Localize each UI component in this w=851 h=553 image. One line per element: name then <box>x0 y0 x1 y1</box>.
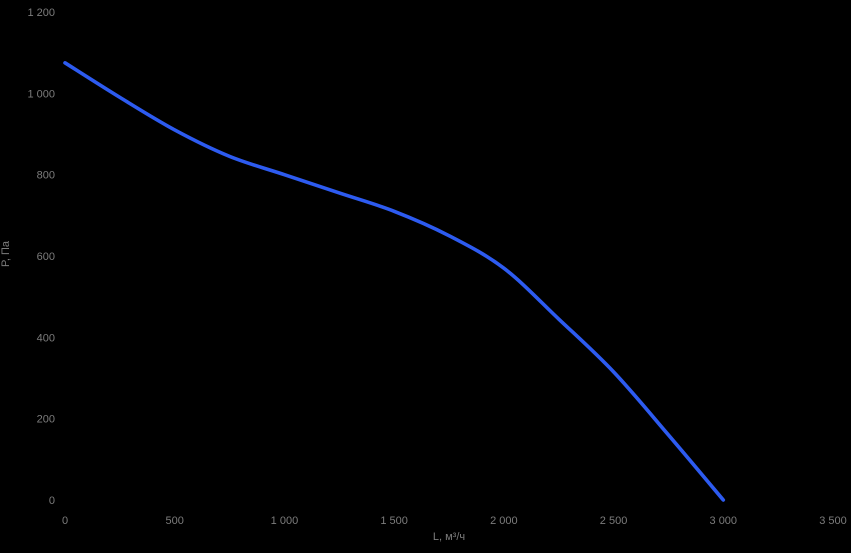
y-tick-label: 400 <box>37 332 55 344</box>
series-lines <box>63 61 726 502</box>
fan-pressure-curve <box>63 61 726 502</box>
x-axis-tick-labels: 0 500 1 000 1 500 2 000 2 500 3 000 3 500 <box>62 515 847 527</box>
y-axis-title: P, Па <box>0 240 12 267</box>
x-tick-label: 1 500 <box>380 515 408 527</box>
x-tick-label: 3 000 <box>710 515 738 527</box>
x-tick-label: 1 000 <box>271 515 299 527</box>
y-tick-label: 1 000 <box>27 88 55 100</box>
y-tick-label: 0 <box>49 495 55 507</box>
x-tick-label: 3 500 <box>819 515 847 527</box>
y-tick-label: 600 <box>37 251 55 263</box>
x-axis-title: L, м³/ч <box>433 531 465 543</box>
y-tick-label: 800 <box>37 170 55 182</box>
y-tick-label: 200 <box>37 414 55 426</box>
x-tick-label: 2 500 <box>600 515 628 527</box>
x-tick-label: 500 <box>166 515 184 527</box>
y-tick-label: 1 200 <box>27 7 55 19</box>
x-tick-label: 0 <box>62 515 68 527</box>
y-axis-tick-labels: 0 200 400 600 800 1 000 1 200 <box>27 7 55 507</box>
x-tick-label: 2 000 <box>490 515 518 527</box>
